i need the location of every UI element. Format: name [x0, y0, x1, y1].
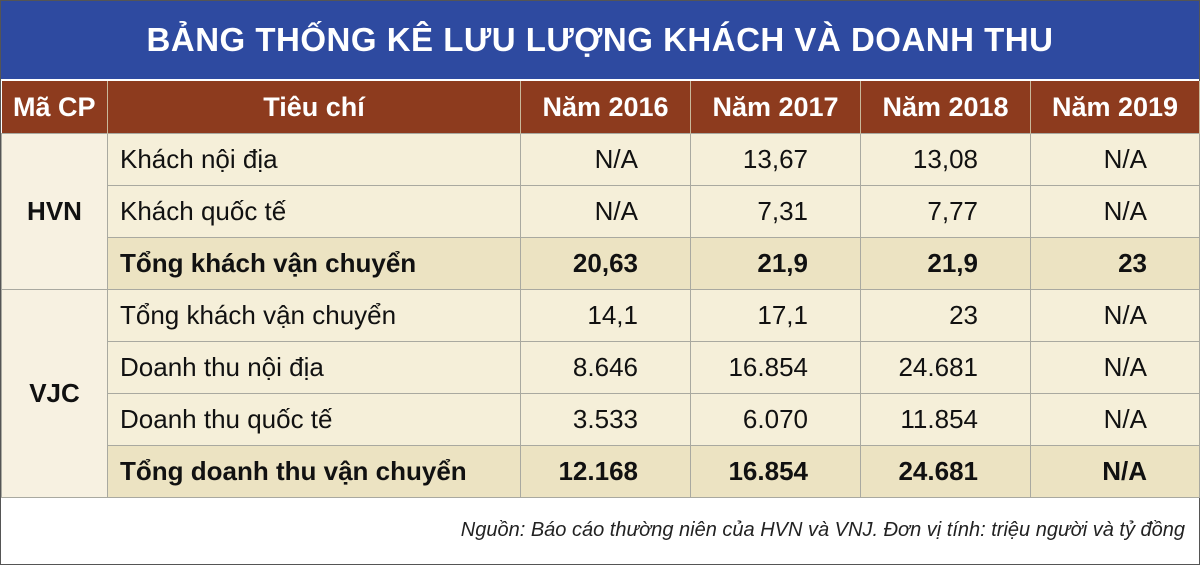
cell-value: 16.854 — [690, 445, 861, 498]
header-row: Mã CP Tiêu chí Năm 2016 Năm 2017 Năm 2018 Năm… — [1, 81, 1200, 134]
cell-value: 20,63 — [520, 237, 691, 290]
cell-value: 14,1 — [520, 289, 691, 342]
table: Mã CP Tiêu chí Năm 2016 Năm 2017 Năm 2018 Năm… — [1, 81, 1200, 498]
source-note: Nguồn: Báo cáo thường niên của HVN và VN… — [460, 519, 1185, 541]
column-header: Mã CP — [1, 81, 108, 134]
cell-value: 7,77 — [860, 185, 1031, 238]
title: BẢNG THỐNG KÊ LƯU LƯỢNG KHÁCH VÀ DOANH T… — [1, 1, 1199, 81]
cell-value: 24.681 — [860, 445, 1031, 498]
table-row: VJC Tổng khách vận chuyển 14,1 17,1 23 N/A — [1, 289, 1200, 498]
column-header: Năm 2018 — [860, 81, 1031, 134]
cell-value: 13,67 — [690, 133, 861, 186]
row-label: Tổng khách vận chuyển — [107, 237, 521, 290]
table-row: HVN Khách nội địa N/A 13,67 13,08 N/A — [1, 133, 1200, 290]
column-header: Năm 2017 — [690, 81, 861, 134]
column-header: Năm 2019 — [1030, 81, 1200, 134]
cell-value: 8.646 — [520, 341, 691, 394]
cell-value: 6.070 — [690, 393, 861, 446]
cell-value: 16.854 — [690, 341, 861, 394]
cell-value: N/A — [1030, 289, 1200, 342]
cell-value: N/A — [520, 133, 691, 186]
row-label: Tổng doanh thu vận chuyển — [107, 445, 521, 498]
table-row: Tổng khách vận chuyển 20,63 21,9 21,9 23 — [2, 237, 1200, 290]
cell-value: 23 — [1030, 237, 1200, 290]
table-row: Tổng doanh thu vận chuyển 12.168 16.854 24.… — [2, 445, 1200, 498]
cell-value: 3.533 — [520, 393, 691, 446]
column-header: Tiêu chí — [107, 81, 521, 134]
cell-value: 21,9 — [860, 237, 1031, 290]
row-label: Doanh thu nội địa — [107, 341, 521, 394]
cell-value: 13,08 — [860, 133, 1031, 186]
cell-value: N/A — [1030, 133, 1200, 186]
stock-code: VJC — [1, 289, 108, 498]
cell-value: N/A — [1030, 185, 1200, 238]
row-label: Doanh thu quốc tế — [107, 393, 521, 446]
cell-value: 24.681 — [860, 341, 1031, 394]
cell-value: 7,31 — [690, 185, 861, 238]
table-row: Doanh thu quốc tế 3.533 6.070 11.854 N/A — [2, 393, 1200, 446]
column-header: Năm 2016 — [520, 81, 691, 134]
cell-value: 17,1 — [690, 289, 861, 342]
cell-value: N/A — [1030, 445, 1200, 498]
row-label: Khách nội địa — [107, 133, 521, 186]
row-label: Khách quốc tế — [107, 185, 521, 238]
table-row: Khách quốc tế N/A 7,31 7,77 N/A — [2, 185, 1200, 238]
cell-value: N/A — [1030, 341, 1200, 394]
cell-value: 11.854 — [860, 393, 1031, 446]
table-row: Doanh thu nội địa 8.646 16.854 24.681 N/A — [2, 341, 1200, 394]
stock-code: HVN — [1, 133, 108, 290]
cell-value: N/A — [1030, 393, 1200, 446]
cell-value: N/A — [520, 185, 691, 238]
cell-value: 21,9 — [690, 237, 861, 290]
cell-value: 23 — [860, 289, 1031, 342]
cell-value: 12.168 — [520, 445, 691, 498]
row-label: Tổng khách vận chuyển — [107, 289, 521, 342]
